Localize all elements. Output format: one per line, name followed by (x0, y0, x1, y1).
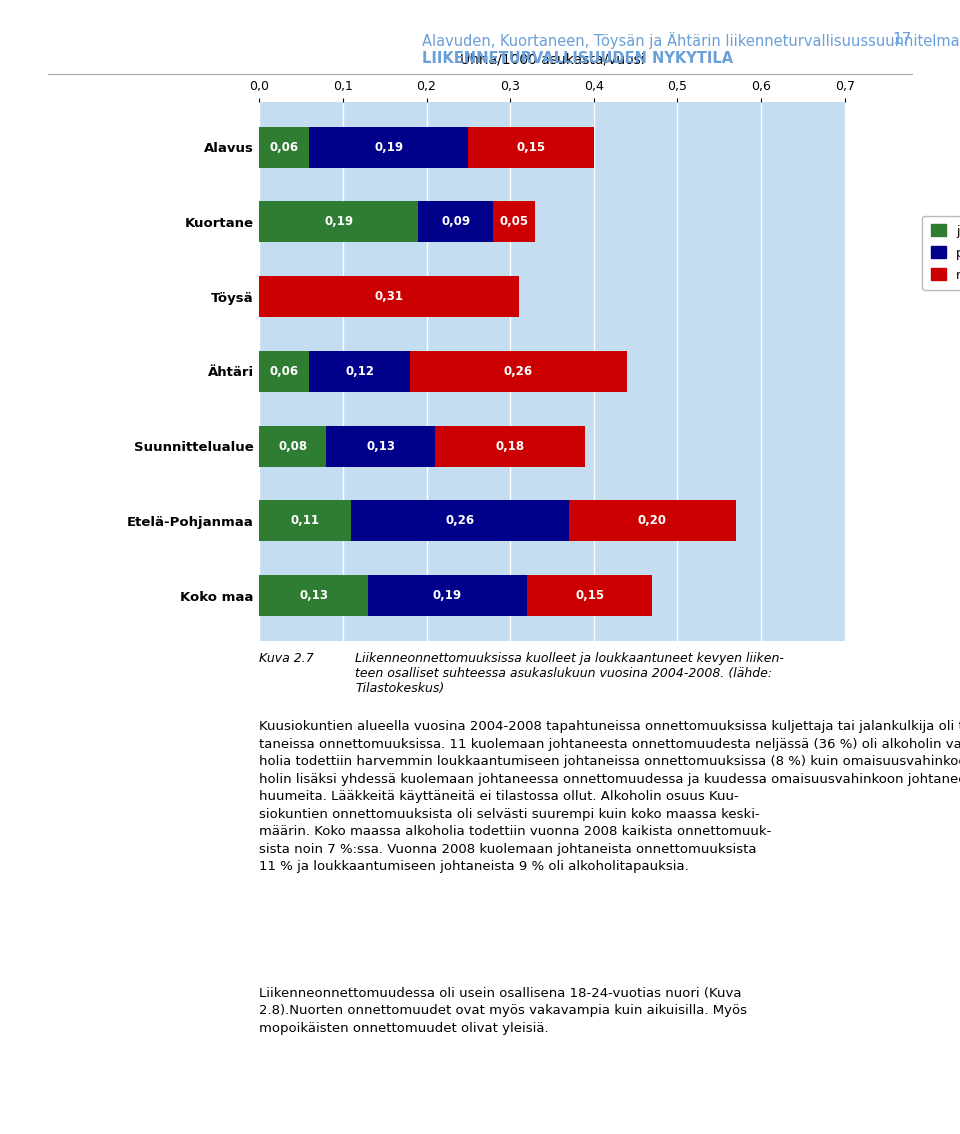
Text: 0,06: 0,06 (270, 365, 299, 378)
Text: 0,15: 0,15 (516, 141, 545, 153)
Text: 0,19: 0,19 (374, 141, 403, 153)
Bar (410, 350, 627, 392)
Text: 0,20: 0,20 (637, 515, 667, 527)
Bar (259, 575, 368, 616)
Bar (259, 202, 419, 243)
Bar (419, 202, 493, 243)
Bar (568, 500, 736, 541)
Bar (351, 500, 568, 541)
Bar (259, 425, 326, 467)
Bar (259, 127, 309, 168)
Text: Liikenneonnettomuuksissa kuolleet ja loukkaantuneet kevyen liiken-
teen osallise: Liikenneonnettomuuksissa kuolleet ja lou… (355, 652, 784, 695)
Text: 0,19: 0,19 (324, 215, 353, 228)
Text: Alavuden, Kuortaneen, Töysän ja Ähtärin liikenneturvallisuussuunnitelma: Alavuden, Kuortaneen, Töysän ja Ähtärin … (422, 32, 960, 49)
Bar (259, 350, 309, 392)
Text: LIIKENNETURVALLISUUDEN NYKYTILA: LIIKENNETURVALLISUUDEN NYKYTILA (422, 51, 733, 66)
Text: 0,26: 0,26 (445, 515, 474, 527)
Bar (326, 425, 435, 467)
Text: 0,26: 0,26 (504, 365, 533, 378)
Bar (435, 425, 586, 467)
Bar (368, 575, 527, 616)
Title: Uhria/1000 asukasta/vuosi: Uhria/1000 asukasta/vuosi (460, 52, 644, 66)
Text: 17: 17 (893, 32, 912, 46)
Bar (493, 202, 536, 243)
Text: 0,08: 0,08 (278, 440, 307, 452)
Bar (259, 500, 351, 541)
Bar (527, 575, 653, 616)
Legend: jalankulkijat, polkupyöräilijät, mopoilijat: jalankulkijat, polkupyöräilijät, mopoili… (923, 215, 960, 290)
Bar (259, 276, 518, 318)
Text: 0,19: 0,19 (433, 590, 462, 602)
Bar (309, 127, 468, 168)
Text: 0,12: 0,12 (345, 365, 374, 378)
Text: 0,06: 0,06 (270, 141, 299, 153)
Text: Kuva 2.7: Kuva 2.7 (259, 652, 314, 665)
Text: 0,05: 0,05 (500, 215, 529, 228)
Text: 0,09: 0,09 (442, 215, 470, 228)
Text: 0,13: 0,13 (300, 590, 328, 602)
Text: Liikenneonnettomuudessa oli usein osallisena 18-24-vuotias nuori (Kuva
2.8).Nuor: Liikenneonnettomuudessa oli usein osalli… (259, 987, 747, 1034)
Text: 0,11: 0,11 (291, 515, 320, 527)
Text: 0,15: 0,15 (575, 590, 604, 602)
Text: 0,13: 0,13 (366, 440, 395, 452)
Text: 0,18: 0,18 (495, 440, 525, 452)
Text: Kuusiokuntien alueella vuosina 2004-2008 tapahtuneissa onnettomuuksissa kuljetta: Kuusiokuntien alueella vuosina 2004-2008… (259, 720, 960, 873)
Text: 0,31: 0,31 (374, 290, 403, 303)
Bar (468, 127, 594, 168)
Bar (309, 350, 410, 392)
